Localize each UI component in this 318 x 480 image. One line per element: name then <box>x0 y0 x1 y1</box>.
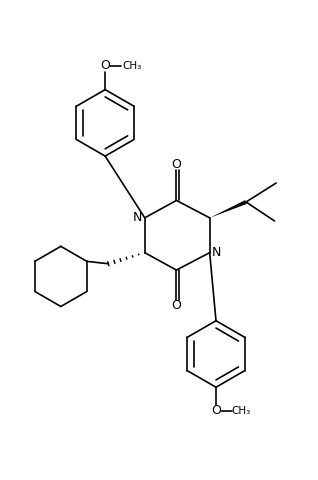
Text: O: O <box>171 158 181 171</box>
Text: N: N <box>212 246 221 259</box>
Polygon shape <box>210 200 247 218</box>
Text: O: O <box>211 405 221 418</box>
Text: CH₃: CH₃ <box>122 61 142 71</box>
Text: CH₃: CH₃ <box>232 406 251 416</box>
Text: O: O <box>171 300 181 312</box>
Text: O: O <box>100 60 110 72</box>
Text: N: N <box>133 211 142 224</box>
